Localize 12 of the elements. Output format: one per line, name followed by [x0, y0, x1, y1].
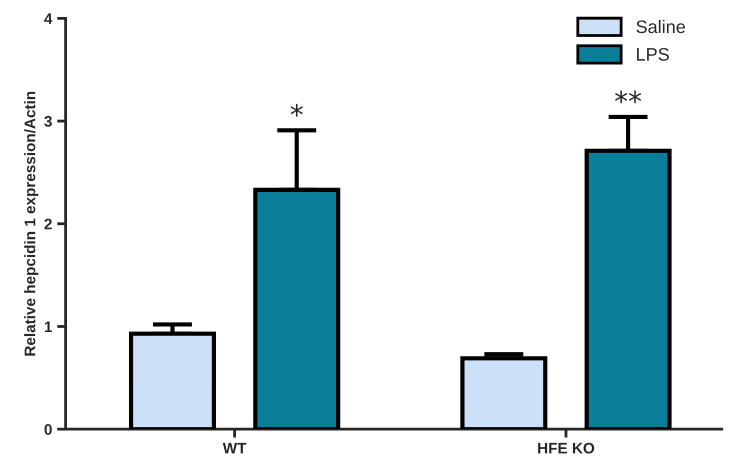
y-axis-title: Relative hepcidin 1 expression/Actin — [24, 92, 38, 356]
x-tick-label: HFE KO — [538, 442, 594, 454]
y-tick-label: 3 — [44, 116, 52, 127]
x-tick-label: WT — [222, 442, 246, 454]
annotation: ** — [615, 90, 642, 104]
y-tick-label: 0 — [44, 424, 52, 435]
annotation: * — [290, 104, 303, 117]
legend-label: LPS — [637, 48, 669, 61]
y-tick-label: 2 — [44, 218, 52, 230]
legend-label: Saline — [636, 20, 685, 34]
y-tick-label: 1 — [44, 321, 52, 332]
y-tick-label: 4 — [44, 13, 52, 24]
